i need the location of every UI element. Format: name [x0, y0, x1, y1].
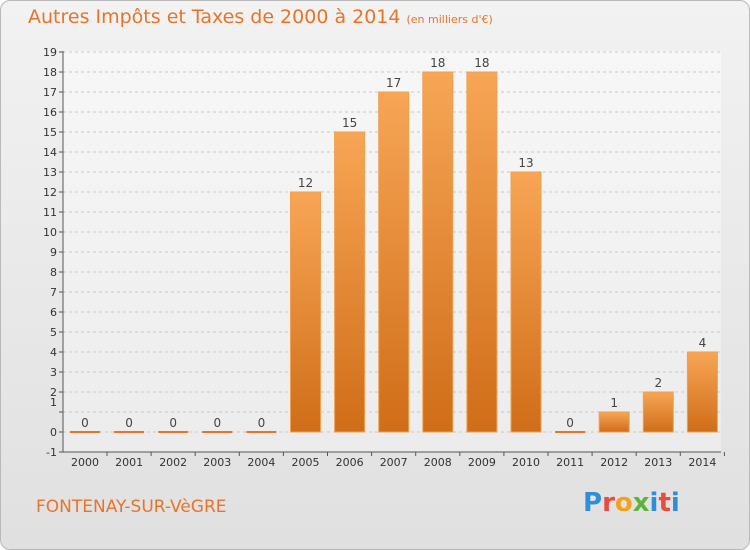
bar [598, 411, 630, 433]
data-label: 0 [258, 416, 266, 430]
y-tick-label: 0 [50, 426, 57, 439]
data-label: 18 [430, 56, 445, 70]
x-tick-label: 2000 [71, 456, 99, 469]
logo-letter: o [614, 488, 633, 518]
bar [246, 431, 277, 433]
logo-letter: x [632, 488, 650, 518]
logo-letter: r [602, 488, 615, 518]
x-tick-label: 2013 [644, 456, 672, 469]
chart-title: Autres Impôts et Taxes de 2000 à 2014 (en… [28, 6, 493, 28]
proxiti-logo: Proxiti [583, 488, 680, 518]
logo-letter: P [583, 488, 603, 518]
title-text: Autres Impôts et Taxes de 2000 à 2014 [28, 6, 401, 28]
bar [642, 391, 674, 433]
y-tick-label: 7 [50, 286, 57, 299]
data-label: 4 [699, 336, 707, 350]
logo-letter: t [658, 488, 671, 518]
bar [114, 431, 145, 433]
y-tick-label: 13 [43, 166, 57, 179]
x-tick-label: 2003 [203, 456, 231, 469]
data-label: 0 [566, 416, 574, 430]
y-tick-label: 8 [50, 266, 57, 279]
commune-name: FONTENAY-SUR-VèGRE [36, 497, 227, 517]
bar [686, 351, 718, 433]
bar [422, 71, 454, 433]
y-tick-label: 4 [50, 346, 57, 359]
y-tick-label: 11 [43, 206, 57, 219]
x-tick-label: 2004 [247, 456, 275, 469]
x-tick-label: 2010 [512, 456, 540, 469]
x-tick-label: 2001 [115, 456, 143, 469]
bar [202, 431, 233, 433]
y-tick-label: 12 [43, 186, 57, 199]
y-tick-label: 3 [50, 366, 57, 379]
x-tick-label: 2007 [380, 456, 408, 469]
data-label: 13 [518, 156, 533, 170]
y-tick-label: 15 [43, 126, 57, 139]
y-tick-label: 5 [50, 326, 57, 339]
logo-letter: i [670, 488, 680, 518]
unit-text: (en milliers d'€) [406, 13, 493, 26]
data-label: 0 [125, 416, 133, 430]
bar [466, 71, 498, 433]
x-tick-label: 2006 [336, 456, 364, 469]
x-tick-label: 2009 [468, 456, 496, 469]
y-tick-label: 19 [43, 46, 57, 59]
y-tick-label: -1 [46, 446, 57, 459]
data-label: 15 [342, 116, 357, 130]
data-label: 18 [474, 56, 489, 70]
x-tick-label: 2011 [556, 456, 584, 469]
bar [378, 91, 410, 433]
y-tick-label: 6 [50, 306, 57, 319]
bar [510, 171, 542, 433]
x-tick-label: 2014 [688, 456, 716, 469]
y-tick-label: 14 [43, 146, 57, 159]
y-tick-label: 16 [43, 106, 57, 119]
y-tick-label: 1 [50, 396, 57, 409]
x-tick-label: 2012 [600, 456, 628, 469]
data-label: 1 [610, 396, 618, 410]
logo-letter: i [649, 488, 659, 518]
y-tick-label: 10 [43, 226, 57, 239]
data-label: 17 [386, 76, 401, 90]
bar [158, 431, 189, 433]
x-tick-label: 2008 [424, 456, 452, 469]
data-label: 12 [298, 176, 313, 190]
y-tick-label: 17 [43, 86, 57, 99]
data-label: 2 [654, 376, 662, 390]
bar [334, 131, 366, 433]
y-tick-label: 2 [50, 386, 57, 399]
data-label: 0 [213, 416, 221, 430]
x-tick-label: 2005 [292, 456, 320, 469]
bar [290, 191, 321, 433]
bar [70, 431, 100, 433]
bar [555, 431, 586, 433]
y-tick-label: 9 [50, 246, 57, 259]
y-tick-label: 18 [43, 66, 57, 79]
data-label: 0 [81, 416, 89, 430]
x-tick-label: 2002 [159, 456, 187, 469]
data-label: 0 [169, 416, 177, 430]
